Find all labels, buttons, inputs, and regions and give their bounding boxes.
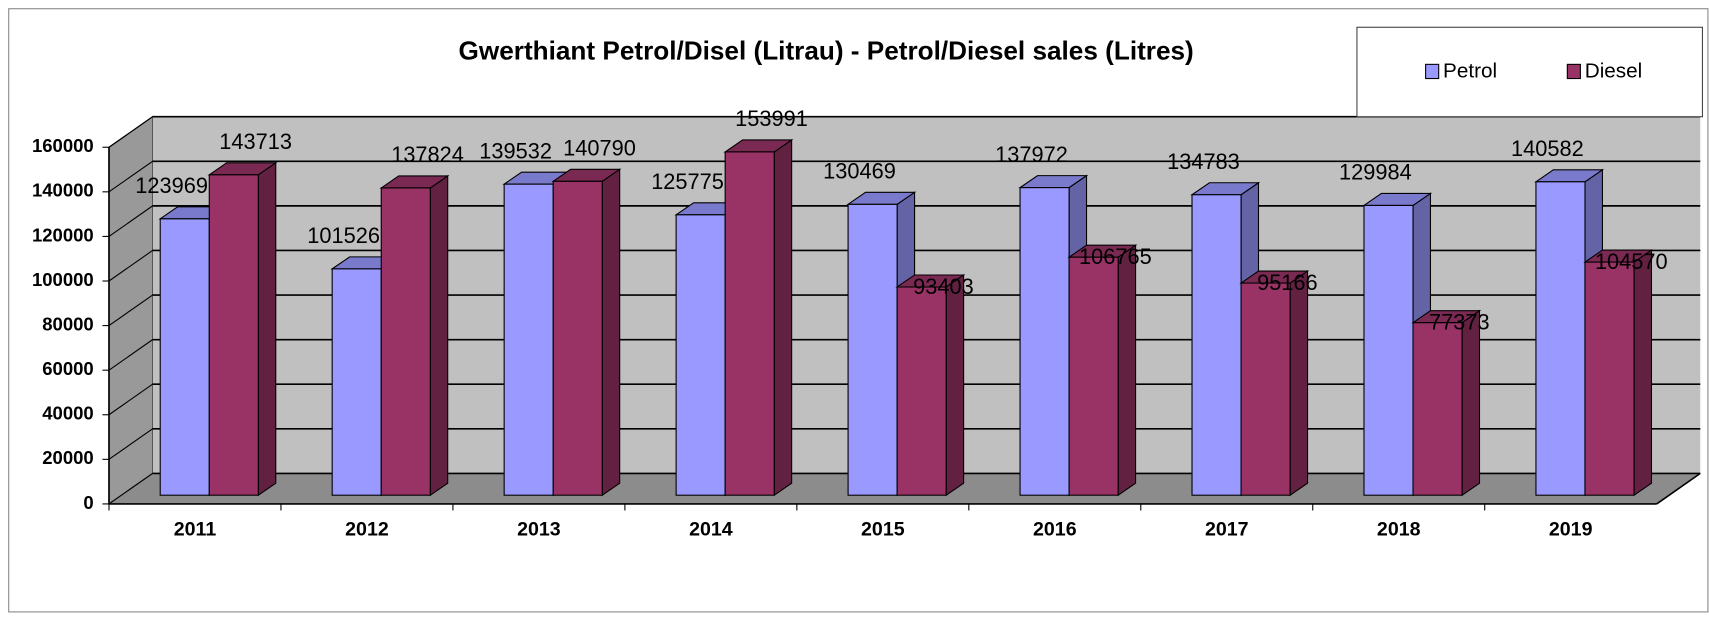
- side-grid-line: [108, 472, 153, 505]
- y-tick-label: 80000: [42, 313, 93, 334]
- bar: [207, 161, 278, 497]
- bar: [379, 174, 450, 497]
- bar-side: [945, 273, 965, 497]
- side-grid-line: [108, 250, 153, 282]
- value-label: 129984: [1339, 160, 1412, 185]
- bar: [1411, 309, 1482, 497]
- side-grid-line: [108, 160, 153, 193]
- x-tick-label: 2011: [174, 518, 217, 540]
- bar-front: [1535, 181, 1586, 496]
- bar-front: [1191, 194, 1242, 496]
- bar-front: [208, 174, 259, 496]
- bar-front: [1019, 187, 1070, 496]
- bar-front: [847, 203, 898, 496]
- value-label: 140790: [563, 135, 636, 160]
- y-tick-label: 160000: [32, 135, 94, 156]
- bar-front: [1584, 261, 1635, 496]
- legend: [1356, 26, 1704, 118]
- value-label: 143713: [219, 129, 292, 154]
- value-label: 139532: [479, 138, 552, 163]
- bar: [551, 168, 622, 497]
- y-tick-label: 60000: [42, 358, 93, 379]
- y-tick-label: 100000: [32, 269, 94, 290]
- legend-swatch: [1425, 63, 1440, 80]
- value-label: 137972: [995, 142, 1068, 167]
- value-label: 134783: [1167, 149, 1240, 174]
- value-label: 106765: [1079, 244, 1152, 269]
- x-tick-label: 2015: [861, 518, 905, 540]
- bar-front: [159, 218, 210, 496]
- x-tick-label: 2019: [1549, 518, 1593, 540]
- side-grid-line: [108, 294, 153, 327]
- value-label: 137824: [391, 142, 464, 167]
- bar-front: [675, 214, 726, 496]
- bar-side: [429, 174, 449, 497]
- value-label: 130469: [823, 158, 896, 183]
- bar-front: [331, 268, 382, 496]
- y-tick-label: 140000: [32, 180, 94, 201]
- value-label: 123969: [135, 173, 208, 198]
- bar: [723, 138, 794, 497]
- y-tick-label: 40000: [42, 403, 93, 424]
- bar: [1067, 244, 1138, 497]
- value-label: 140582: [1511, 136, 1584, 161]
- legend-label: Diesel: [1585, 59, 1643, 82]
- bar-side: [1461, 309, 1481, 497]
- value-label: 93403: [913, 274, 974, 299]
- x-tick-label: 2017: [1205, 518, 1249, 540]
- bar-side: [257, 161, 277, 497]
- value-label: 77373: [1429, 310, 1490, 335]
- bar-front: [896, 286, 947, 496]
- legend-swatch: [1566, 63, 1581, 80]
- x-tick-label: 2016: [1033, 518, 1077, 540]
- side-grid-line: [108, 383, 153, 416]
- side-grid-line: [108, 339, 153, 371]
- bar-front: [1240, 282, 1291, 496]
- chart-title: Gwerthiant Petrol/Disel (Litrau) - Petro…: [459, 35, 1194, 65]
- x-tick-label: 2012: [345, 518, 389, 540]
- y-tick-label: 120000: [32, 224, 94, 245]
- x-tick-label: 2013: [517, 518, 561, 540]
- value-label: 104570: [1595, 249, 1668, 274]
- bar: [1583, 249, 1654, 497]
- value-label: 153991: [735, 106, 808, 131]
- bar-front: [552, 180, 603, 496]
- bar-side: [773, 138, 793, 497]
- side-grid-line: [108, 116, 153, 148]
- bar-front: [1412, 322, 1463, 496]
- bar-front: [503, 183, 554, 496]
- bar-front: [1363, 204, 1414, 496]
- y-tick-label: 0: [83, 492, 93, 513]
- value-label: 125775: [651, 169, 724, 194]
- legend-label: Petrol: [1443, 59, 1497, 82]
- bar-side: [601, 168, 621, 497]
- y-tick-label: 20000: [42, 447, 93, 468]
- bar-side: [1633, 249, 1653, 497]
- side-grid-line: [108, 428, 153, 460]
- bar-front: [380, 187, 431, 496]
- bar: [895, 273, 966, 497]
- x-tick-label: 2014: [689, 518, 733, 540]
- bar-front: [724, 151, 775, 496]
- x-tick-label: 2018: [1377, 518, 1421, 540]
- side-grid-line: [108, 205, 153, 237]
- value-label: 95166: [1257, 270, 1318, 295]
- value-label: 101526: [307, 223, 380, 248]
- bar-side: [1289, 270, 1309, 497]
- bar: [1239, 270, 1310, 497]
- floor-edge: [1656, 472, 1701, 505]
- bar-side: [1117, 244, 1137, 497]
- bar-front: [1068, 256, 1119, 496]
